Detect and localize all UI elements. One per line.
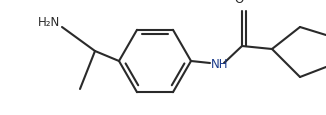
- Text: O: O: [234, 0, 244, 6]
- Text: H₂N: H₂N: [38, 15, 60, 28]
- Text: NH: NH: [211, 57, 229, 70]
